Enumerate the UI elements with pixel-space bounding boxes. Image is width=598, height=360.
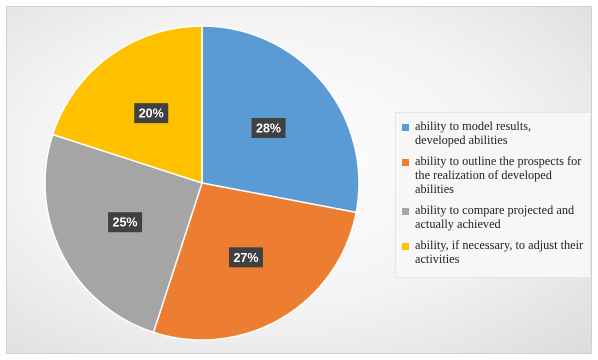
legend-label: ability to outline the prospects for the… bbox=[415, 154, 582, 196]
legend-item: ability, if necessary, to adjust their a… bbox=[402, 238, 584, 266]
slice-label-background bbox=[251, 117, 286, 138]
slice-label-text: 25% bbox=[113, 216, 138, 230]
slice-label-text: 27% bbox=[233, 251, 258, 265]
slice-label-background bbox=[228, 247, 263, 268]
slice-label: 25% bbox=[108, 212, 143, 233]
slice-label: 20% bbox=[134, 103, 169, 124]
slice-label: 27% bbox=[228, 247, 263, 268]
legend-label: ability, if necessary, to adjust their a… bbox=[415, 238, 584, 266]
pie-slice bbox=[44, 133, 203, 334]
legend-swatch-icon bbox=[402, 159, 409, 166]
legend-swatch-icon bbox=[402, 243, 409, 250]
slice-label-background bbox=[134, 103, 169, 124]
legend-item: ability to outline the prospects for the… bbox=[402, 154, 584, 196]
pie-slice bbox=[51, 25, 203, 185]
slice-label-background bbox=[108, 212, 143, 233]
legend-swatch-icon bbox=[402, 124, 409, 131]
legend-item: ability to compare projected and actuall… bbox=[402, 203, 584, 231]
slice-label: 28% bbox=[251, 117, 286, 138]
chart-legend: ability to model results, developed abil… bbox=[395, 112, 591, 278]
legend-swatch-icon bbox=[402, 208, 409, 215]
slice-label-text: 28% bbox=[256, 121, 281, 135]
legend-label: ability to model results, developed abil… bbox=[415, 119, 532, 147]
pie-chart: 28% 27% 25% 20% bbox=[44, 25, 360, 341]
chart-area: 28% 27% 25% 20% ability to model results, d… bbox=[6, 6, 592, 354]
legend-label: ability to compare projected and actuall… bbox=[415, 203, 575, 231]
legend-item: ability to model results, developed abil… bbox=[402, 119, 584, 147]
slice-label-text: 20% bbox=[139, 107, 164, 121]
